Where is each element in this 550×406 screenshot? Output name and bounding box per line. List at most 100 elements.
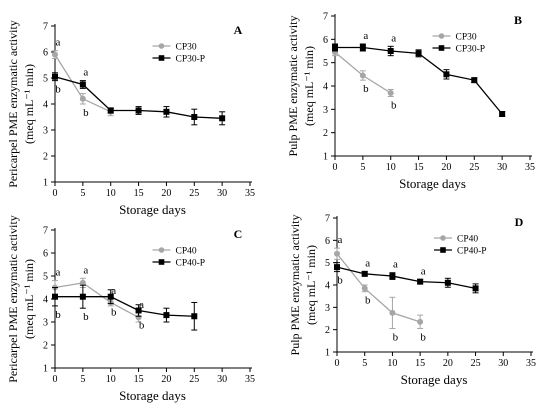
y-tick-label: 4: [43, 100, 48, 111]
y-tick-label: 3: [43, 126, 48, 137]
series-line: [54, 282, 139, 318]
y-tick-label: 1: [325, 348, 330, 359]
data-point: [79, 279, 86, 286]
y-tick-label: 3: [323, 105, 328, 116]
x-tick-label: 25: [189, 188, 199, 199]
x-tick-label: 20: [161, 374, 171, 385]
x-tick-label: 20: [161, 188, 171, 199]
y-tick-label: 7: [323, 12, 328, 23]
y-tick-label: 2: [323, 128, 328, 139]
y-axis-unit-label: (meq mL⁻¹ min): [304, 245, 318, 325]
x-tick-label: 15: [134, 374, 144, 385]
y-tick-label: 6: [43, 48, 48, 59]
x-tick-label: 10: [106, 374, 116, 385]
x-tick-label: 35: [245, 188, 255, 199]
legend-entry: CP40: [176, 247, 197, 257]
data-point: [52, 73, 58, 80]
legend-entry: CP40: [457, 235, 478, 245]
data-point: [191, 313, 198, 320]
legend-entry: CP40-P: [176, 259, 206, 269]
series-line: [336, 266, 476, 289]
data-point: [359, 44, 366, 51]
legend-marker: [438, 45, 445, 51]
data-point: [107, 107, 114, 114]
y-axis-unit-label: (meq mL⁻¹ min): [22, 64, 36, 144]
legend-entry: CP30-P: [176, 55, 206, 65]
x-tick-label: 15: [415, 358, 425, 369]
x-tick-label: 10: [386, 162, 396, 173]
x-tick-label: 30: [217, 188, 227, 199]
significance-label: a: [83, 264, 88, 276]
panel-label: C: [234, 227, 243, 241]
series-cp40-p: b a a a: [334, 258, 479, 294]
x-tick-label: 20: [441, 162, 451, 173]
data-point: [135, 107, 142, 114]
significance-label: a: [363, 30, 368, 42]
y-tick-label: 6: [325, 236, 330, 247]
significance-label: b: [363, 83, 369, 95]
panel-label: B: [514, 13, 522, 27]
data-point: [499, 111, 506, 117]
x-tick-label: 10: [387, 358, 397, 369]
legend-marker: [440, 247, 446, 253]
y-tick-label: 2: [43, 152, 48, 163]
x-tick-label: 30: [498, 358, 508, 369]
x-tick-label: 25: [471, 358, 481, 369]
x-tick-label: 5: [80, 188, 85, 199]
x-tick-label: 35: [525, 162, 535, 173]
y-tick-label: 7: [43, 22, 48, 33]
y-tick-label: 5: [325, 258, 330, 269]
x-tick-label: 30: [497, 162, 507, 173]
significance-label: a: [139, 299, 144, 311]
panel-d: 0 5 10 15 20 25 30 35 1 2 3 4 5 6 7 Storage days Pulp PM…: [288, 214, 536, 388]
data-point: [135, 307, 142, 314]
y-tick-label: 5: [43, 74, 48, 85]
x-tick-label: 35: [526, 358, 536, 369]
data-point: [415, 50, 422, 57]
x-axis-label: Storage days: [401, 372, 468, 387]
x-tick-label: 5: [360, 162, 365, 173]
significance-label: a: [111, 285, 116, 297]
x-axis-label: Storage days: [119, 202, 186, 217]
y-tick-label: 3: [325, 303, 330, 314]
x-tick-label: 35: [245, 374, 255, 385]
panel-label: A: [234, 23, 243, 37]
data-point: [361, 270, 368, 277]
data-point: [334, 250, 340, 257]
series-line: [55, 296, 195, 317]
significance-label: b: [391, 100, 397, 112]
y-axis-label: Pulp PME enzymatic activity: [286, 16, 300, 157]
y-tick-label: 7: [43, 226, 48, 237]
y-tick-label: 4: [323, 82, 328, 93]
y-tick-label: 2: [325, 325, 330, 336]
x-axis-label: Storage days: [119, 388, 186, 403]
x-tick-label: 5: [80, 374, 85, 385]
series-cp40-p: b b b b: [52, 284, 198, 331]
legend-entry: CP40-P: [457, 247, 487, 257]
data-point: [387, 90, 394, 96]
data-point: [471, 77, 478, 84]
y-tick-label: 5: [43, 272, 48, 283]
significance-label: b: [139, 319, 145, 331]
y-axis-label: Pulp PME enzymatic activity: [288, 215, 302, 356]
significance-label: b: [420, 332, 426, 344]
y-axis-unit-label: (meq mL⁻¹ min): [302, 46, 316, 126]
legend-entry: CP30-P: [456, 45, 486, 55]
series-cp40: a b b b: [334, 234, 426, 344]
x-tick-label: 0: [53, 188, 58, 199]
y-tick-label: 7: [325, 214, 330, 225]
data-point: [79, 293, 86, 300]
data-point: [52, 51, 58, 58]
legend-marker: [158, 55, 165, 61]
y-tick-label: 1: [323, 152, 328, 163]
x-tick-label: 15: [134, 188, 144, 199]
data-point: [359, 72, 366, 79]
data-point: [163, 108, 170, 115]
x-tick-label: 20: [443, 358, 453, 369]
significance-label: b: [55, 309, 61, 321]
x-tick-label: 15: [414, 162, 424, 173]
y-tick-label: 4: [43, 295, 48, 306]
x-tick-label: 10: [106, 188, 116, 199]
